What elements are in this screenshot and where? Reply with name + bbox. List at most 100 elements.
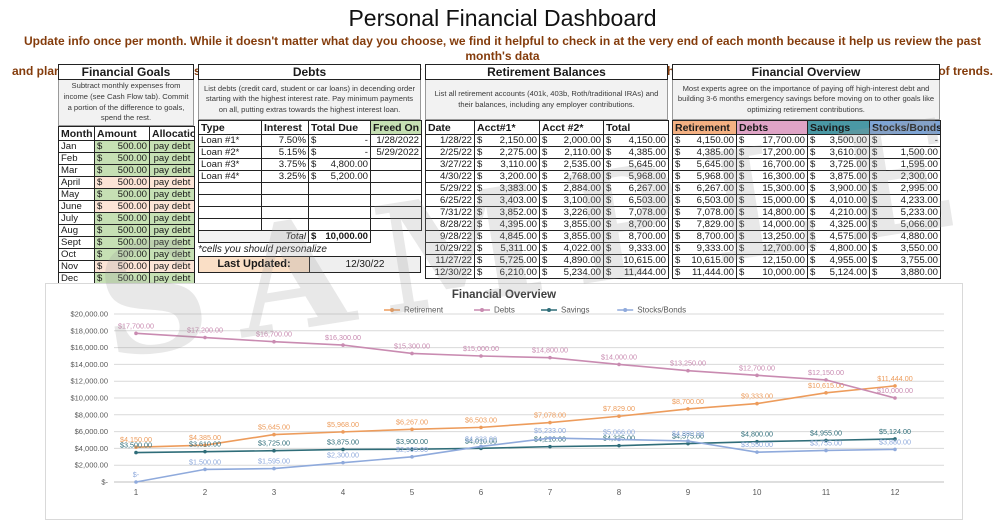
- retirement-acct1-cell[interactable]: $2,150.00: [474, 134, 540, 147]
- debt-freed-on-cell[interactable]: [370, 182, 422, 195]
- debt-type-cell[interactable]: Loan #2*: [198, 146, 262, 159]
- overview-debts-cell[interactable]: $16,700.00: [736, 158, 808, 171]
- retirement-acct2-cell[interactable]: $3,855.00: [539, 218, 604, 231]
- overview-savings-cell[interactable]: $3,725.00: [807, 158, 870, 171]
- debt-total-due-cell[interactable]: $ -: [308, 134, 371, 147]
- debt-freed-on-cell[interactable]: 1/28/2022: [370, 134, 422, 147]
- debt-interest-cell[interactable]: 5.15%: [261, 146, 309, 159]
- retirement-date-cell[interactable]: 3/27/22: [425, 158, 475, 171]
- goals-month-cell[interactable]: Jan: [58, 140, 95, 153]
- goals-amount-cell[interactable]: $500.00: [94, 188, 150, 201]
- retirement-acct1-cell[interactable]: $3,200.00: [474, 170, 540, 183]
- goals-amount-cell[interactable]: $500.00: [94, 224, 150, 237]
- retirement-date-cell[interactable]: 6/25/22: [425, 194, 475, 207]
- overview-debts-cell[interactable]: $15,300.00: [736, 182, 808, 195]
- goals-allocation-cell[interactable]: pay debt: [149, 212, 195, 225]
- overview-retirement-cell[interactable]: $7,078.00: [672, 206, 737, 219]
- goals-month-cell[interactable]: Mar: [58, 164, 95, 177]
- retirement-date-cell[interactable]: 1/28/22: [425, 134, 475, 147]
- overview-savings-cell[interactable]: $3,875.00: [807, 170, 870, 183]
- overview-retirement-cell[interactable]: $10,615.00: [672, 254, 737, 267]
- goals-allocation-cell[interactable]: pay debt: [149, 164, 195, 177]
- goals-month-cell[interactable]: Feb: [58, 152, 95, 165]
- debt-freed-on-cell[interactable]: [370, 158, 422, 171]
- overview-debts-cell[interactable]: $14,000.00: [736, 218, 808, 231]
- goals-amount-cell[interactable]: $500.00: [94, 152, 150, 165]
- overview-stocks-cell[interactable]: $5,233.00: [869, 206, 941, 219]
- goals-amount-cell[interactable]: $500.00: [94, 248, 150, 261]
- overview-debts-cell[interactable]: $14,800.00: [736, 206, 808, 219]
- retirement-total-cell[interactable]: $5,968.00: [603, 170, 669, 183]
- retirement-date-cell[interactable]: 4/30/22: [425, 170, 475, 183]
- debt-type-cell[interactable]: [198, 182, 262, 195]
- goals-month-cell[interactable]: Sept: [58, 236, 95, 249]
- goals-amount-cell[interactable]: $500.00: [94, 176, 150, 189]
- retirement-acct2-cell[interactable]: $2,110.00: [539, 146, 604, 159]
- goals-amount-cell[interactable]: $500.00: [94, 200, 150, 213]
- overview-savings-cell[interactable]: $4,325.00: [807, 218, 870, 231]
- overview-debts-cell[interactable]: $12,700.00: [736, 242, 808, 255]
- retirement-total-cell[interactable]: $11,444.00: [603, 266, 669, 279]
- goals-amount-cell[interactable]: $500.00: [94, 272, 150, 285]
- goals-amount-cell[interactable]: $500.00: [94, 140, 150, 153]
- overview-retirement-cell[interactable]: $6,503.00: [672, 194, 737, 207]
- retirement-acct1-cell[interactable]: $4,395.00: [474, 218, 540, 231]
- retirement-total-cell[interactable]: $8,700.00: [603, 230, 669, 243]
- overview-debts-cell[interactable]: $16,300.00: [736, 170, 808, 183]
- overview-debts-cell[interactable]: $17,200.00: [736, 146, 808, 159]
- overview-debts-cell[interactable]: $13,250.00: [736, 230, 808, 243]
- overview-retirement-cell[interactable]: $4,385.00: [672, 146, 737, 159]
- overview-stocks-cell[interactable]: $2,995.00: [869, 182, 941, 195]
- retirement-date-cell[interactable]: 5/29/22: [425, 182, 475, 195]
- overview-savings-cell[interactable]: $4,800.00: [807, 242, 870, 255]
- overview-stocks-cell[interactable]: $ -: [869, 134, 941, 147]
- retirement-acct1-cell[interactable]: $3,852.00: [474, 206, 540, 219]
- overview-stocks-cell[interactable]: $3,550.00: [869, 242, 941, 255]
- debt-interest-cell[interactable]: 3.75%: [261, 158, 309, 171]
- overview-savings-cell[interactable]: $4,010.00: [807, 194, 870, 207]
- debt-total-due-cell[interactable]: $ -: [308, 146, 371, 159]
- debt-interest-cell[interactable]: [261, 182, 309, 195]
- overview-savings-cell[interactable]: $4,955.00: [807, 254, 870, 267]
- retirement-total-cell[interactable]: $4,150.00: [603, 134, 669, 147]
- debt-total-due-cell[interactable]: [308, 206, 371, 219]
- goals-month-cell[interactable]: Oct: [58, 248, 95, 261]
- retirement-acct1-cell[interactable]: $5,311.00: [474, 242, 540, 255]
- debt-total-due-cell[interactable]: [308, 182, 371, 195]
- retirement-acct2-cell[interactable]: $4,022.00: [539, 242, 604, 255]
- retirement-date-cell[interactable]: 10/29/22: [425, 242, 475, 255]
- debt-type-cell[interactable]: [198, 206, 262, 219]
- goals-amount-cell[interactable]: $500.00: [94, 164, 150, 177]
- retirement-acct2-cell[interactable]: $4,890.00: [539, 254, 604, 267]
- overview-debts-cell[interactable]: $10,000.00: [736, 266, 808, 279]
- overview-retirement-cell[interactable]: $5,968.00: [672, 170, 737, 183]
- debt-type-cell[interactable]: [198, 218, 262, 231]
- overview-debts-cell[interactable]: $15,000.00: [736, 194, 808, 207]
- goals-allocation-cell[interactable]: pay debt: [149, 200, 195, 213]
- retirement-date-cell[interactable]: 11/27/22: [425, 254, 475, 267]
- overview-retirement-cell[interactable]: $5,645.00: [672, 158, 737, 171]
- overview-stocks-cell[interactable]: $3,755.00: [869, 254, 941, 267]
- debt-interest-cell[interactable]: 3.25%: [261, 170, 309, 183]
- last-updated-value[interactable]: 12/30/22: [310, 257, 420, 272]
- goals-allocation-cell[interactable]: pay debt: [149, 176, 195, 189]
- debt-type-cell[interactable]: Loan #3*: [198, 158, 262, 171]
- debt-freed-on-cell[interactable]: 5/29/2022: [370, 146, 422, 159]
- retirement-acct1-cell[interactable]: $3,110.00: [474, 158, 540, 171]
- retirement-acct2-cell[interactable]: $2,535.00: [539, 158, 604, 171]
- debt-freed-on-cell[interactable]: [370, 170, 422, 183]
- goals-allocation-cell[interactable]: pay debt: [149, 224, 195, 237]
- retirement-date-cell[interactable]: 8/28/22: [425, 218, 475, 231]
- debt-type-cell[interactable]: Loan #4*: [198, 170, 262, 183]
- retirement-total-cell[interactable]: $5,645.00: [603, 158, 669, 171]
- retirement-total-cell[interactable]: $7,078.00: [603, 206, 669, 219]
- retirement-acct1-cell[interactable]: $3,403.00: [474, 194, 540, 207]
- retirement-acct2-cell[interactable]: $2,768.00: [539, 170, 604, 183]
- goals-month-cell[interactable]: Aug: [58, 224, 95, 237]
- goals-month-cell[interactable]: May: [58, 188, 95, 201]
- debt-interest-cell[interactable]: [261, 206, 309, 219]
- overview-savings-cell[interactable]: $3,900.00: [807, 182, 870, 195]
- overview-stocks-cell[interactable]: $2,300.00: [869, 170, 941, 183]
- overview-stocks-cell[interactable]: $1,595.00: [869, 158, 941, 171]
- goals-amount-cell[interactable]: $500.00: [94, 260, 150, 273]
